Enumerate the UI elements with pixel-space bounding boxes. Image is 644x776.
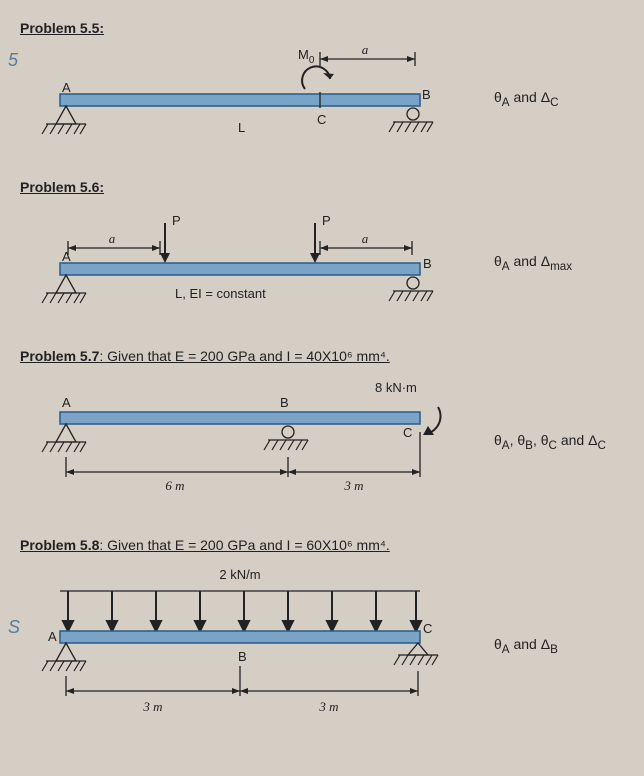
svg-text:A: A [62, 395, 71, 410]
svg-text:M0: M0 [298, 47, 315, 66]
svg-text:L, EI = constant: L, EI = constant [175, 286, 266, 301]
svg-text:2 kN/m: 2 kN/m [219, 567, 260, 582]
diagram-5-7: 8 kN·m A B C [20, 372, 474, 512]
answer-5-7: θA, θB, θC and ΔC [494, 432, 624, 452]
svg-text:3 m: 3 m [318, 699, 338, 714]
svg-text:3 m: 3 m [142, 699, 162, 714]
svg-text:P: P [172, 213, 181, 228]
answer-5-8: θA and ΔB [494, 636, 624, 656]
problem-title: Problem 5.7: Given that E = 200 GPa and … [20, 348, 624, 364]
svg-text:A: A [48, 629, 57, 644]
svg-text:8 kN·m: 8 kN·m [375, 380, 417, 395]
svg-text:B: B [423, 256, 432, 271]
svg-text:a: a [109, 231, 116, 246]
problem-title: Problem 5.8: Given that E = 200 GPa and … [20, 537, 624, 553]
answer-5-5: θA and ΔC [494, 89, 624, 109]
svg-text:B: B [422, 87, 431, 102]
problem-5-8: Problem 5.8: Given that E = 200 GPa and … [20, 537, 624, 731]
problem-title: Problem 5.6: [20, 179, 624, 195]
problem-5-6: Problem 5.6: P P a a [20, 179, 624, 323]
margin-note: 5 [8, 50, 18, 71]
problem-5-5: Problem 5.5: 5 a M0 A B C L [20, 20, 624, 154]
diagram-5-5: a M0 A B C L [20, 44, 474, 154]
margin-note: S [8, 617, 20, 638]
diagram-5-6: P P a a A B L, EI = constant [20, 203, 474, 323]
svg-text:C: C [317, 112, 326, 127]
svg-text:6 m: 6 m [165, 478, 184, 493]
problem-5-7: Problem 5.7: Given that E = 200 GPa and … [20, 348, 624, 512]
diagram-5-8: 2 kN/m A B C [20, 561, 474, 731]
svg-text:3 m: 3 m [343, 478, 363, 493]
svg-text:B: B [280, 395, 289, 410]
svg-text:C: C [403, 425, 412, 440]
svg-text:a: a [362, 44, 369, 57]
svg-text:C: C [423, 621, 432, 636]
svg-text:a: a [362, 231, 369, 246]
svg-text:P: P [322, 213, 331, 228]
problem-title: Problem 5.5: [20, 20, 624, 36]
svg-text:B: B [238, 649, 247, 664]
svg-text:L: L [238, 120, 245, 135]
answer-5-6: θA and Δmax [494, 253, 624, 273]
svg-text:A: A [62, 80, 71, 95]
svg-text:A: A [62, 249, 71, 264]
